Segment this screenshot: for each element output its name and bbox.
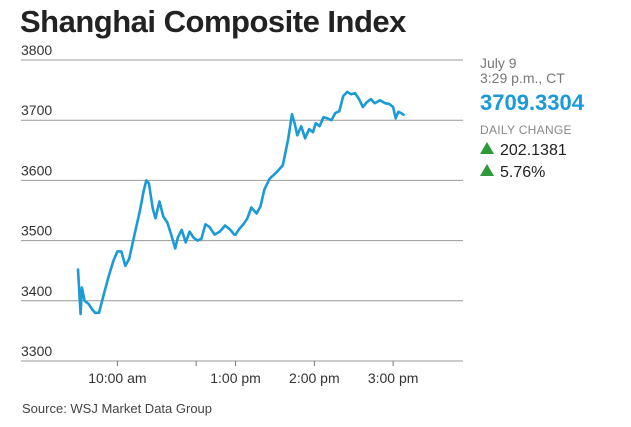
- series-layer: [76, 90, 405, 316]
- y-tick-label: 3600: [21, 162, 52, 178]
- x-tick-label: 2:00 pm: [289, 370, 340, 386]
- daily-change-label: DAILY CHANGE: [480, 123, 572, 137]
- change-percent-value: 5.76%: [500, 164, 546, 181]
- y-tick-label: 3800: [21, 42, 52, 58]
- grid-lines: [21, 59, 463, 362]
- y-tick-label: 3700: [21, 102, 52, 118]
- chart-title: Shanghai Composite Index: [20, 4, 406, 39]
- series-line: [76, 90, 405, 316]
- up-triangle-icon: [480, 142, 494, 154]
- line-chart: 3800 3700 3600 3500 3400 3300 10:00 am 1:00 pm…: [21, 42, 463, 386]
- y-tick-label: 3300: [21, 343, 52, 359]
- x-axis: 10:00 am 1:00 pm 2:00 pm 3:00 pm: [88, 361, 418, 386]
- daily-change-percent: 5.76%: [480, 164, 545, 182]
- change-points-value: 202.1381: [500, 142, 567, 159]
- source-note: Source: WSJ Market Data Group: [22, 401, 213, 416]
- last-update-time: 3:29 p.m., CT: [480, 70, 565, 86]
- x-tick-label: 1:00 pm: [210, 370, 261, 386]
- x-tick-label: 10:00 am: [88, 370, 146, 386]
- x-tick-label: 3:00 pm: [368, 370, 419, 386]
- current-price: 3709.3304: [480, 90, 584, 115]
- last-update-date: July 9: [480, 55, 517, 71]
- y-axis-tick-labels: 3800 3700 3600 3500 3400 3300: [21, 42, 52, 359]
- up-triangle-icon: [480, 164, 494, 176]
- daily-change-points: 202.1381: [480, 142, 567, 160]
- y-tick-label: 3500: [21, 223, 52, 239]
- y-tick-label: 3400: [21, 283, 52, 299]
